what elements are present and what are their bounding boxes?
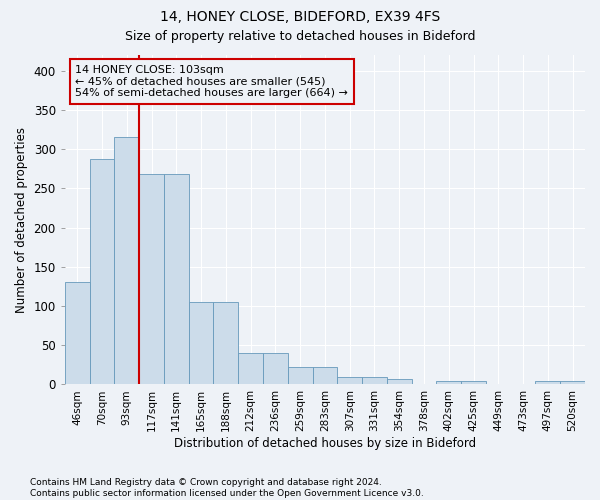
Bar	[313, 367, 337, 384]
Y-axis label: Number of detached properties: Number of detached properties	[15, 126, 28, 312]
Bar	[436, 380, 461, 384]
Bar	[65, 282, 89, 384]
Bar	[139, 174, 164, 384]
Bar	[115, 138, 139, 384]
Bar	[164, 174, 188, 384]
Bar	[238, 353, 263, 384]
Bar	[535, 380, 560, 384]
Text: Size of property relative to detached houses in Bideford: Size of property relative to detached ho…	[125, 30, 475, 43]
Bar	[89, 158, 115, 384]
Bar	[214, 302, 238, 384]
Text: 14 HONEY CLOSE: 103sqm
← 45% of detached houses are smaller (545)
54% of semi-de: 14 HONEY CLOSE: 103sqm ← 45% of detached…	[75, 65, 348, 98]
Bar	[560, 380, 585, 384]
Bar	[337, 376, 362, 384]
Text: Contains HM Land Registry data © Crown copyright and database right 2024.
Contai: Contains HM Land Registry data © Crown c…	[30, 478, 424, 498]
Bar	[288, 367, 313, 384]
X-axis label: Distribution of detached houses by size in Bideford: Distribution of detached houses by size …	[174, 437, 476, 450]
Bar	[362, 376, 387, 384]
Bar	[387, 379, 412, 384]
Bar	[188, 302, 214, 384]
Bar	[461, 380, 486, 384]
Text: 14, HONEY CLOSE, BIDEFORD, EX39 4FS: 14, HONEY CLOSE, BIDEFORD, EX39 4FS	[160, 10, 440, 24]
Bar	[263, 353, 288, 384]
